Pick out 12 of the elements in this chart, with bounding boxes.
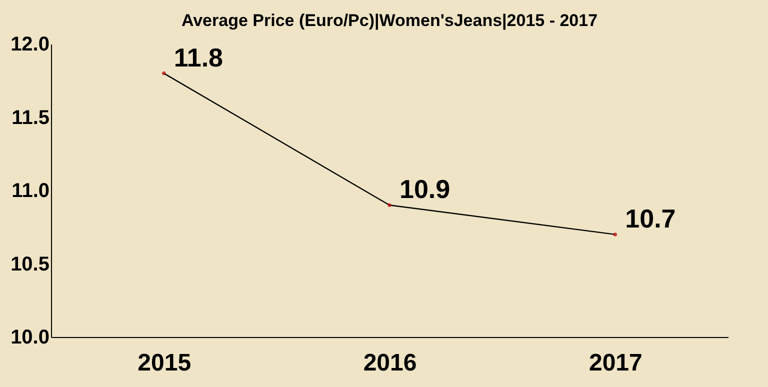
x-tick-label: 2015 (138, 350, 192, 376)
x-tick-label: 2017 (588, 350, 642, 376)
y-tick-label: 10.0 (10, 326, 50, 348)
y-tick-label: 12.0 (10, 34, 50, 56)
chart-title: Average Price (Euro/Pc)|Women'sJeans|2015 - 2017 (181, 11, 598, 30)
y-tick-label: 11.0 (12, 180, 50, 202)
y-tick-label: 11.5 (12, 106, 50, 129)
data-label: 11.8 (174, 42, 224, 72)
y-tick-label: 10.5 (10, 253, 50, 276)
data-label: 10.7 (625, 203, 676, 234)
x-tick-label: 2016 (363, 350, 417, 376)
data-label: 10.9 (400, 174, 450, 204)
